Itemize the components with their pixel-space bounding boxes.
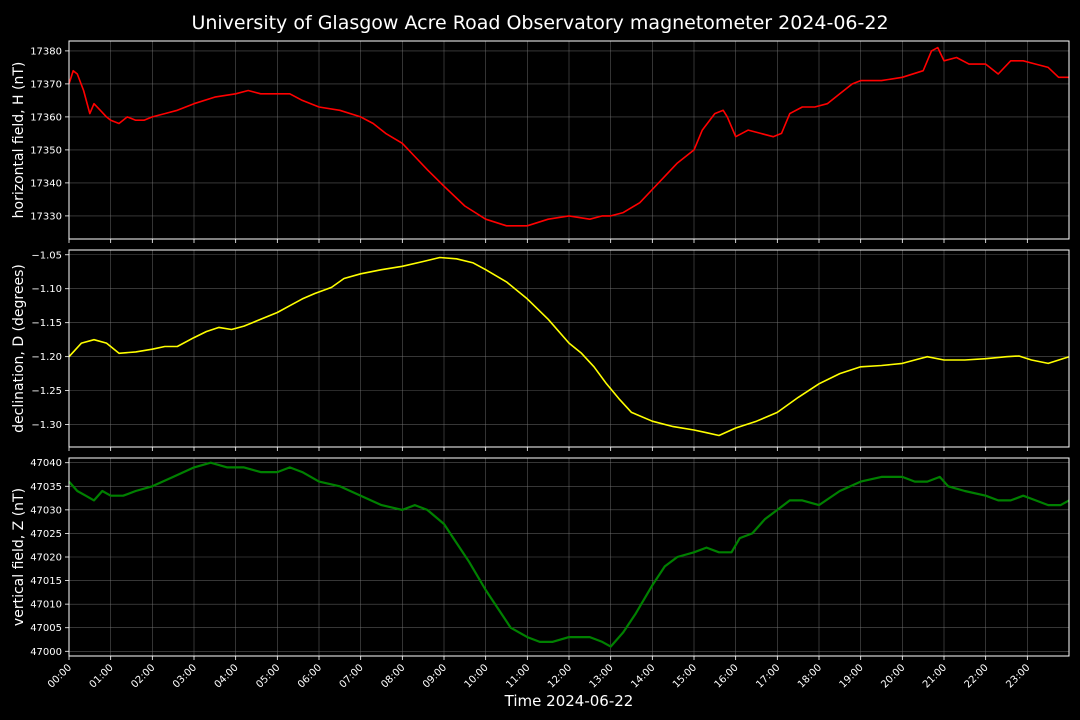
declination-panel: −1.05 −1.10 −1.15 −1.20 −1.25 −1.30 declinatio… xyxy=(11,249,1070,451)
z-field-ytick-label: 47015 xyxy=(30,576,62,587)
x-axis-label: Time 2024-06-22 xyxy=(504,692,634,710)
declination-ytick-label: −1.05 xyxy=(31,250,62,261)
z-field-y-axis-label: vertical field, Z (nT) xyxy=(11,488,27,626)
declination-ytick-label: −1.25 xyxy=(31,386,62,397)
z-field-ytick-label: 47010 xyxy=(30,600,62,611)
z-field-ytick-label: 47035 xyxy=(30,482,62,493)
chart-title: University of Glasgow Acre Road Observat… xyxy=(191,12,888,34)
z-field-ytick-label: 47040 xyxy=(30,458,62,469)
h-field-frame xyxy=(68,40,1070,240)
z-field-frame xyxy=(68,457,1070,657)
declination-ytick-label: −1.30 xyxy=(31,420,62,431)
z-field-ytick-label: 47000 xyxy=(30,647,62,658)
declination-ytick-label: −1.15 xyxy=(31,318,62,329)
h-field-ytick-label: 17350 xyxy=(30,145,62,156)
h-field-ytick-label: 17380 xyxy=(30,46,62,57)
z-field-series-line xyxy=(68,461,1070,648)
h-field-panel: 17330 17340 17350 17360 17370 17380horizontal… xyxy=(11,40,1070,243)
z-field-ytick-label: 47005 xyxy=(30,623,62,634)
declination-y-axis-label: declination, D (degrees) xyxy=(11,264,27,433)
declination-series-line xyxy=(68,256,1070,437)
z-field-ytick-label: 47020 xyxy=(30,553,62,564)
h-field-series-line xyxy=(68,46,1069,227)
z-field-ytick-label: 47025 xyxy=(30,529,62,540)
z-field-panel: 47000 47005 47010 47015 47020 47025 47030 47035… xyxy=(11,457,1070,660)
h-field-y-axis-label: horizontal field, H (nT) xyxy=(11,62,27,219)
h-field-ytick-label: 17370 xyxy=(30,79,62,90)
h-field-ytick-label: 17340 xyxy=(30,178,62,189)
h-field-ytick-label: 17360 xyxy=(30,112,62,123)
z-field-ytick-label: 47030 xyxy=(30,505,62,516)
declination-ytick-label: −1.20 xyxy=(31,352,62,363)
declination-frame xyxy=(68,249,1070,448)
h-field-ytick-label: 17330 xyxy=(30,211,62,222)
declination-ytick-label: −1.10 xyxy=(31,284,62,295)
